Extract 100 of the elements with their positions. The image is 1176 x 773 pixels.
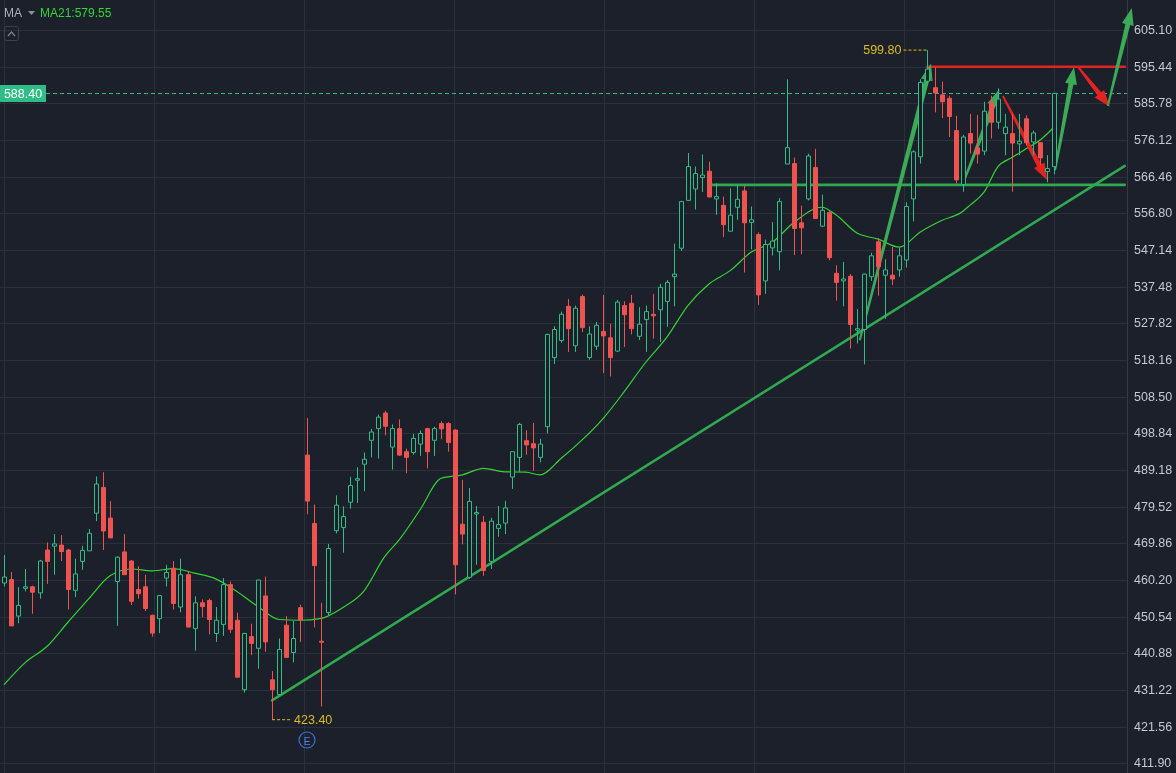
candlestick [982,101,987,156]
candlestick [911,149,916,222]
candlestick [467,487,472,580]
candlestick [489,517,494,570]
candlestick [693,166,698,210]
candlestick [777,197,782,271]
candlestick [214,606,219,643]
candlestick [193,595,198,652]
y-tick-label: 479.52 [1134,499,1173,514]
candlestick [235,612,240,678]
candlestick [806,153,811,201]
candlestick [587,325,592,361]
candlestick [143,574,148,612]
candlestick [749,206,754,250]
candlestick [348,476,353,510]
candlestick [947,95,952,138]
candlestick [862,273,867,365]
candlestick [108,500,113,539]
candlestick [841,261,846,307]
candlestick [284,615,289,658]
candlestick [411,433,416,456]
candlestick [319,602,324,707]
candlestick [87,528,92,552]
text: MA21:579.55 [40,6,112,20]
candlestick [228,581,233,634]
candlestick [538,438,543,463]
candlestick [1017,113,1022,156]
candlestick [73,558,78,598]
candlestick [270,670,275,721]
candlestick [545,333,550,434]
candlestick [700,154,705,193]
y-tick-label: 411.90 [1134,756,1172,771]
candlestick [580,294,585,333]
candlestick [763,239,768,295]
candlestick [940,81,945,119]
candlestick [961,134,966,193]
candlestick [263,576,268,653]
candlestick [481,515,486,577]
candlestick [94,475,99,522]
candlestick [799,205,804,255]
candlestick [150,614,155,638]
candlestick [221,577,226,637]
candlestick [52,533,57,576]
candlestick [30,585,35,615]
candlestick [855,308,860,344]
candlestick [933,67,938,113]
candlestick [207,598,212,635]
candlestick [355,466,360,504]
candlestick [249,623,254,656]
y-tick-label: 421.56 [1134,719,1173,734]
y-tick-label: 537.48 [1134,279,1173,294]
candlestick [312,504,317,628]
candlestick [876,237,881,297]
candlestick [291,620,296,663]
y-tick-label: 440.88 [1134,646,1173,661]
candlestick [1045,154,1050,183]
candlestick [59,534,64,562]
candlestick [334,494,339,534]
candlestick [637,306,642,341]
candlestick [503,500,508,535]
candlestick [770,221,775,256]
y-tick-label: 498.84 [1134,426,1173,441]
candlestick [608,323,613,377]
candlestick [171,560,176,611]
candlestick [707,161,712,198]
candlestick [531,422,536,472]
y-tick-label: 527.82 [1134,316,1173,331]
candlestick [200,598,205,618]
candlestick [827,210,832,261]
candlestick [16,586,21,624]
line-series [3,126,1055,685]
candlestick [615,299,620,353]
candlestick [136,565,141,600]
candlestick [383,410,388,436]
candlestick [517,422,522,473]
y-tick-label: 489.18 [1134,463,1173,477]
candlestick [651,293,656,340]
annotation: 423.40 [294,712,333,727]
candlestick [735,184,740,221]
y-tick-label: 460.20 [1134,573,1173,587]
candlestick [644,305,649,353]
candlestick [439,420,444,440]
candlestick [629,294,634,335]
y-tick-label: 566.46 [1134,169,1173,184]
candlestick [326,543,331,616]
candlestick [9,571,14,627]
y-tick-label: 431.22 [1134,683,1173,698]
candlestick [524,429,529,456]
y-tick-label: 556.80 [1134,206,1173,221]
candlestick [453,428,458,595]
candlestick [157,594,162,634]
candlestick [573,305,578,353]
candlestick [1010,113,1015,193]
candlestick [256,579,261,670]
candlestick [425,427,430,469]
candlestick [721,196,726,238]
candlestick [890,246,895,286]
candlestick [665,279,670,328]
candlestick [925,49,930,85]
candlestick [728,187,733,232]
